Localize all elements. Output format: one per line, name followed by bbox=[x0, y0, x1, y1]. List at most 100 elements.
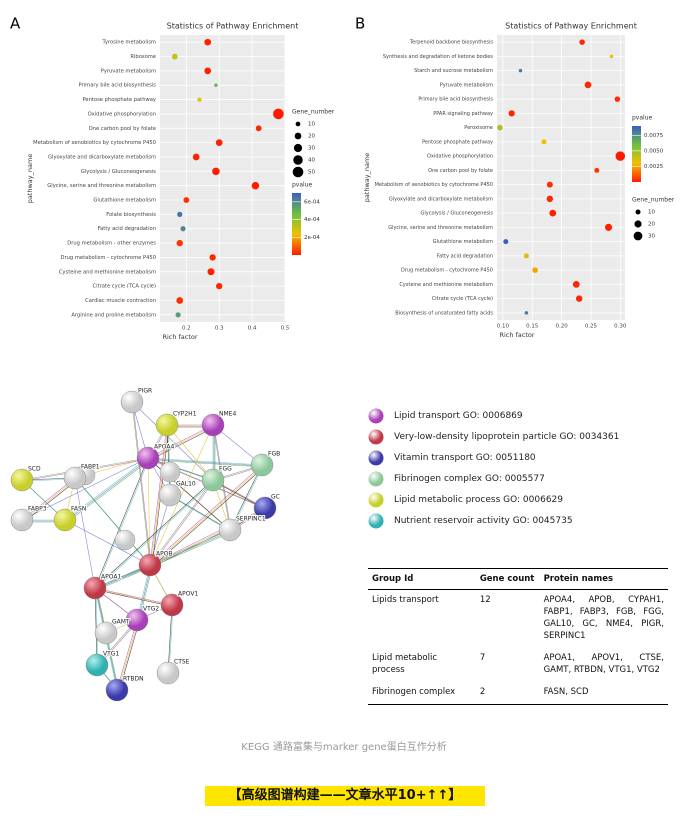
node bbox=[105, 678, 129, 702]
legend-icon bbox=[368, 429, 384, 444]
color-tick-label: 2e-04 bbox=[304, 235, 320, 241]
y-tick-label: Pentose phosphate pathway bbox=[422, 139, 493, 145]
size-legend-label: 10 bbox=[648, 210, 655, 216]
node bbox=[125, 608, 149, 632]
x-tick-label: 0.4 bbox=[248, 326, 257, 332]
edge bbox=[166, 424, 171, 496]
legend-icon bbox=[368, 513, 384, 528]
size-legend-dot bbox=[293, 155, 303, 165]
x-tick-label: 0.3 bbox=[215, 326, 224, 332]
size-legend-label: 20 bbox=[648, 222, 655, 228]
legend-item: Lipid transport GO: 0006869 bbox=[368, 405, 619, 426]
node bbox=[155, 413, 179, 437]
y-tick-label: Fatty acid degradation bbox=[437, 253, 493, 259]
color-tick-label: 0.0050 bbox=[644, 148, 664, 154]
point bbox=[615, 151, 626, 161]
point bbox=[518, 68, 523, 73]
point bbox=[176, 239, 183, 247]
legend-item: Vitamin transport GO: 0051180 bbox=[368, 447, 619, 468]
node bbox=[63, 466, 87, 490]
table-cell: Fibrinogen complex bbox=[368, 682, 476, 705]
y-tick-label: Pyruvate metabolism bbox=[440, 82, 493, 88]
size-legend-dot bbox=[293, 143, 303, 153]
y-tick-label: Citrate cycle (TCA cycle) bbox=[93, 284, 156, 290]
chart-title: Statistics of Pathway Enrichment bbox=[505, 22, 637, 31]
table-cell: 7 bbox=[479, 653, 486, 663]
point bbox=[180, 226, 186, 232]
y-tick-label: Starch and sucrose metabolism bbox=[414, 68, 493, 74]
node-label: SCD bbox=[28, 466, 41, 473]
size-legend-dot bbox=[295, 121, 301, 127]
point bbox=[604, 223, 613, 231]
color-tick-label: 6e-04 bbox=[304, 199, 320, 205]
node bbox=[114, 529, 136, 551]
panel-label: B bbox=[355, 15, 365, 33]
y-tick-label: Arginine and proline metabolism bbox=[71, 312, 156, 318]
edge bbox=[150, 465, 264, 567]
legend-icon bbox=[368, 450, 384, 465]
edge bbox=[151, 466, 265, 568]
size-legend-title: Gene_number bbox=[292, 109, 335, 116]
point bbox=[255, 125, 262, 132]
table-header: Protein names bbox=[539, 568, 668, 590]
node-label: APOB bbox=[156, 551, 173, 558]
y-tick-label: Fatty acid degradation bbox=[98, 226, 156, 232]
point bbox=[175, 312, 181, 318]
table-cell: APOA1, APOV1, CTSE, GAMT, RTBDN, VTG1, V… bbox=[543, 653, 664, 675]
size-legend-dot bbox=[294, 132, 302, 140]
edge bbox=[166, 424, 214, 481]
plot-area bbox=[497, 35, 625, 320]
y-tick-label: Biosynthesis of unsaturated fatty acids bbox=[395, 310, 493, 316]
point bbox=[171, 53, 178, 60]
x-tick-label: 0.2 bbox=[182, 326, 191, 332]
point bbox=[177, 211, 183, 217]
edge bbox=[131, 401, 214, 481]
y-tick-label: One carbon pool by folate bbox=[89, 126, 156, 132]
node-label: VTG1 bbox=[103, 651, 119, 658]
point bbox=[524, 311, 529, 315]
legend-item: Very-low-density lipoprotein particle GO… bbox=[368, 426, 619, 447]
node-label: SERPINC1 bbox=[236, 516, 266, 523]
point bbox=[197, 97, 202, 102]
edge bbox=[230, 465, 264, 532]
table-cell: Lipids transport bbox=[372, 595, 439, 605]
x-tick-label: 0.25 bbox=[585, 324, 598, 330]
y-tick-label: Synthesis and degradation of ketone bodi… bbox=[383, 54, 494, 60]
node bbox=[10, 508, 34, 532]
size-legend-label: 30 bbox=[648, 234, 655, 240]
y-tick-label: Folate biosynthesis bbox=[106, 212, 156, 218]
caption: KEGG 通路富集与marker gene蛋白互作分析 bbox=[241, 742, 447, 753]
y-tick-label: Glyoxylate and dicarboxylate metabolism bbox=[48, 154, 156, 160]
edge bbox=[148, 458, 264, 467]
x-tick-label: 0.10 bbox=[497, 324, 510, 330]
node-label: FASN bbox=[71, 506, 86, 513]
color-legend-title: pvalue bbox=[292, 182, 313, 189]
legend-item: Nutrient reservoir activity GO: 0045735 bbox=[368, 510, 619, 531]
node-label: GAL10 bbox=[176, 481, 196, 488]
y-tick-label: Primary bile acid biosynthesis bbox=[418, 97, 493, 103]
edge bbox=[116, 619, 138, 691]
y-tick-label: Glyoxylate and dicarboxylate metabolism bbox=[389, 196, 493, 202]
table-cell: APOA4, APOB, CYPAH1, FABP1, FABP3, FGB, … bbox=[543, 595, 664, 641]
point bbox=[614, 96, 621, 102]
point bbox=[523, 253, 529, 259]
legend-icon bbox=[368, 492, 384, 507]
size-legend-dot bbox=[292, 166, 304, 178]
node-label: PIGR bbox=[138, 388, 152, 395]
node bbox=[138, 553, 162, 577]
edge bbox=[96, 531, 233, 591]
node bbox=[83, 576, 107, 600]
chart-b: B Statistics of Pathway Enrichment 0.10 0.1… bbox=[355, 15, 675, 340]
edge bbox=[149, 479, 214, 566]
y-tick-label: Terpenoid backbone biosynthesis bbox=[409, 40, 493, 46]
point bbox=[215, 139, 223, 146]
edge bbox=[132, 402, 152, 567]
x-tick-label: 0.20 bbox=[555, 324, 568, 330]
y-tick-label: Pyruvate metabolism bbox=[101, 68, 156, 74]
color-bar bbox=[292, 193, 301, 255]
node-label: FGG bbox=[219, 466, 232, 473]
size-legend-label: 10 bbox=[308, 122, 315, 128]
y-tick-label: Oxidative phosphorylation bbox=[88, 111, 156, 117]
point bbox=[594, 167, 600, 173]
